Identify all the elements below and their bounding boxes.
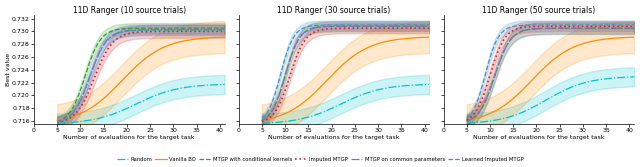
Title: 11D Ranger (30 source trials): 11D Ranger (30 source trials) <box>277 6 390 15</box>
X-axis label: Number of evaluations for the target task: Number of evaluations for the target tas… <box>268 135 400 140</box>
Title: 11D Ranger (50 source trials): 11D Ranger (50 source trials) <box>482 6 595 15</box>
Legend: Random, Vanilla BO, MTGP with conditional kernels, Imputed MTGP, MTGP on common : Random, Vanilla BO, MTGP with conditiona… <box>115 155 525 164</box>
Title: 11D Ranger (10 source trials): 11D Ranger (10 source trials) <box>73 6 186 15</box>
Y-axis label: Best value: Best value <box>6 53 10 86</box>
X-axis label: Number of evaluations for the target task: Number of evaluations for the target tas… <box>473 135 605 140</box>
X-axis label: Number of evaluations for the target task: Number of evaluations for the target tas… <box>63 135 195 140</box>
